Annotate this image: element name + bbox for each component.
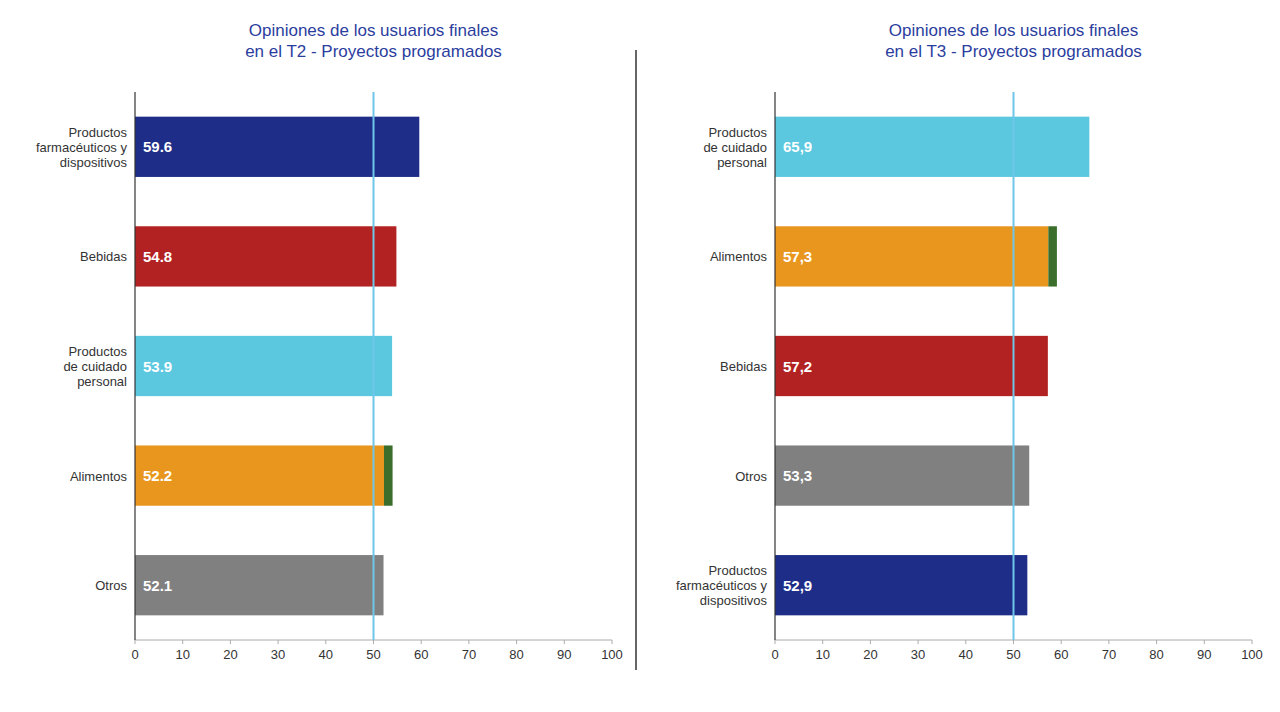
x-tick	[278, 640, 279, 644]
x-tick	[1156, 640, 1157, 644]
category-label: Otros	[735, 468, 767, 483]
bar	[135, 117, 419, 177]
x-tick-label: 60	[1054, 647, 1068, 662]
chart-root: Opiniones de los usuarios finalesen el T…	[0, 0, 1280, 712]
x-tick	[918, 640, 919, 644]
highlight-segment	[1048, 226, 1057, 286]
category-label: Productosde cuidadopersonal	[63, 344, 127, 389]
reference-line	[373, 92, 375, 640]
x-tick-label: 100	[601, 647, 623, 662]
bar	[775, 555, 1027, 615]
x-tick-label: 90	[557, 647, 571, 662]
x-tick-label: 70	[1102, 647, 1116, 662]
bar	[775, 445, 1029, 505]
x-tick	[182, 640, 183, 644]
highlight-segment	[384, 445, 393, 505]
x-tick-label: 0	[771, 647, 778, 662]
x-tick-label: 90	[1197, 647, 1211, 662]
category-label: Alimentos	[710, 249, 768, 264]
x-tick	[230, 640, 231, 644]
data-label: 52.2	[143, 467, 172, 484]
bar	[135, 445, 384, 505]
chart-canvas: Opiniones de los usuarios finalesen el T…	[0, 0, 1280, 712]
category-label: Productosfarmacéuticos ydispositivos	[36, 124, 128, 169]
data-label: 53.9	[143, 358, 172, 375]
chart-title: Opiniones de los usuarios finalesen el T…	[885, 21, 1142, 61]
plot-area	[775, 92, 1089, 640]
x-tick-label: 50	[1006, 647, 1020, 662]
x-tick	[1204, 640, 1205, 644]
x-tick-label: 0	[131, 647, 138, 662]
x-tick-label: 30	[911, 647, 925, 662]
category-label: Otros	[95, 578, 127, 593]
data-label: 65,9	[783, 138, 812, 155]
x-tick	[775, 640, 776, 644]
x-tick-label: 100	[1241, 647, 1263, 662]
x-tick	[325, 640, 326, 644]
x-tick-label: 50	[366, 647, 380, 662]
bar	[135, 555, 384, 615]
x-tick	[564, 640, 565, 644]
x-tick-label: 20	[863, 647, 877, 662]
x-tick	[612, 640, 613, 644]
x-tick	[468, 640, 469, 644]
x-tick	[1061, 640, 1062, 644]
x-tick	[822, 640, 823, 644]
plot-area	[135, 92, 419, 640]
bar	[135, 226, 396, 286]
bar	[775, 336, 1048, 396]
data-label: 59.6	[143, 138, 172, 155]
x-tick-label: 80	[1149, 647, 1163, 662]
x-tick-label: 80	[509, 647, 523, 662]
bar	[775, 226, 1048, 286]
x-tick-label: 10	[815, 647, 829, 662]
x-tick-label: 70	[462, 647, 476, 662]
category-label: Productosde cuidadopersonal	[703, 124, 767, 169]
data-label: 53,3	[783, 467, 812, 484]
bar	[775, 117, 1089, 177]
panel-divider	[635, 50, 637, 670]
y-axis-line	[134, 92, 135, 640]
x-tick	[1252, 640, 1253, 644]
reference-line	[1013, 92, 1015, 640]
chart-title: Opiniones de los usuarios finalesen el T…	[245, 21, 502, 61]
x-tick-label: 60	[414, 647, 428, 662]
x-tick	[965, 640, 966, 644]
x-tick-label: 40	[959, 647, 973, 662]
x-tick	[516, 640, 517, 644]
x-tick	[421, 640, 422, 644]
data-label: 57,3	[783, 248, 812, 265]
bar-chart: Opiniones de los usuarios finalesen el T…	[36, 21, 623, 662]
data-label: 52,9	[783, 577, 812, 594]
x-tick	[373, 640, 374, 644]
y-axis-line	[774, 92, 775, 640]
category-label: Productosfarmacéuticos ydispositivos	[676, 563, 768, 608]
x-tick	[870, 640, 871, 644]
category-label: Bebidas	[80, 249, 127, 264]
x-tick	[1108, 640, 1109, 644]
x-tick	[1013, 640, 1014, 644]
data-label: 52.1	[143, 577, 172, 594]
x-tick-label: 30	[271, 647, 285, 662]
x-tick-label: 40	[319, 647, 333, 662]
x-tick-label: 20	[223, 647, 237, 662]
category-label: Bebidas	[720, 359, 767, 374]
bar-chart: Opiniones de los usuarios finalesen el T…	[676, 21, 1263, 662]
data-label: 57,2	[783, 358, 812, 375]
data-label: 54.8	[143, 248, 172, 265]
x-tick-label: 10	[175, 647, 189, 662]
x-tick	[135, 640, 136, 644]
bar	[135, 336, 392, 396]
category-label: Alimentos	[70, 468, 128, 483]
